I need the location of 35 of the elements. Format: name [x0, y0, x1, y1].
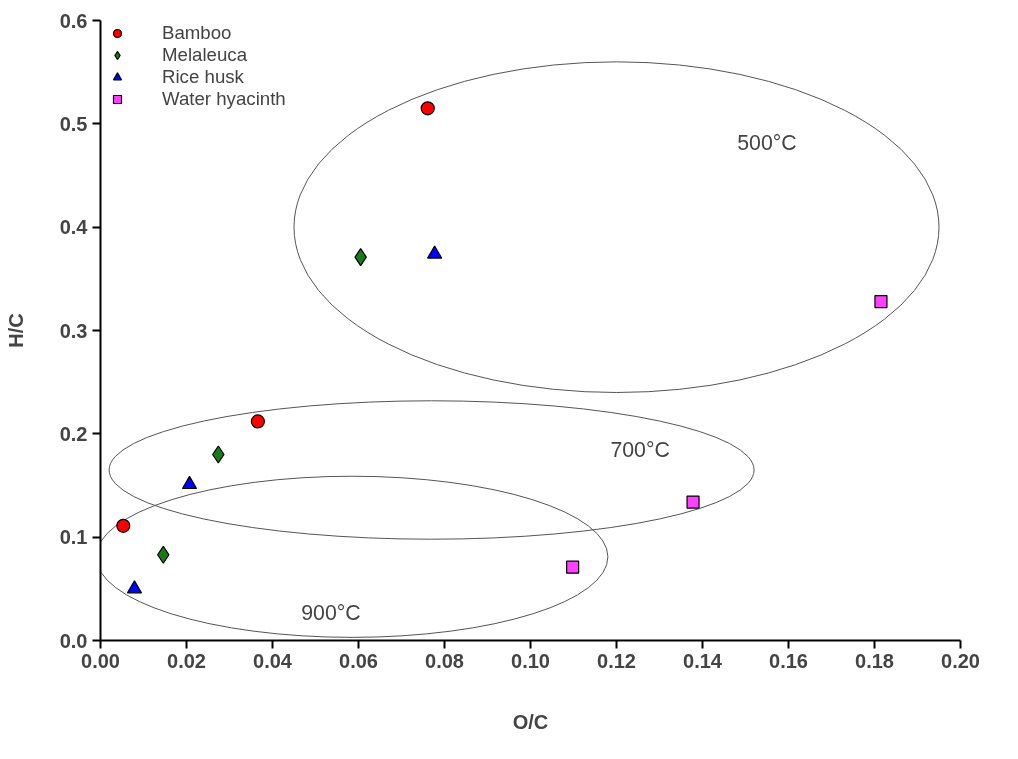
y-tick-label: 0.6	[59, 9, 88, 32]
annotation: 900°C	[301, 600, 361, 625]
y-tick-label: 0.1	[59, 526, 88, 549]
point	[126, 580, 143, 594]
legend-label: Water hyacinth	[162, 88, 286, 110]
x-tick-label: 0.16	[769, 649, 808, 672]
x-axis-title: O/C	[512, 710, 549, 733]
x-tick-label: 0.10	[511, 649, 550, 672]
point	[420, 101, 435, 116]
annotation: 500°C	[737, 131, 797, 156]
y-tick-label: 0.3	[59, 319, 88, 342]
point	[181, 475, 198, 490]
x-tick-label: 0.08	[425, 649, 464, 672]
y-tick-label: 0.4	[59, 216, 89, 239]
annotation: 700°C	[610, 438, 670, 463]
x-tick-label: 0.04	[253, 649, 293, 672]
y-axis-title: H/C	[4, 313, 27, 348]
legend-label: Rice husk	[162, 66, 244, 88]
y-tick-label: 0.5	[59, 112, 88, 135]
x-tick-label: 0.06	[339, 649, 378, 672]
y-tick-label: 0.0	[59, 629, 88, 652]
x-tick-label: 0.14	[683, 649, 723, 672]
y-tick-label: 0.2	[59, 422, 88, 445]
point	[686, 495, 700, 509]
point	[116, 518, 131, 533]
legend-label: Melaleuca	[162, 44, 248, 66]
x-tick-label: 0.00	[81, 649, 120, 672]
x-tick-label: 0.12	[597, 649, 636, 672]
x-tick-label: 0.18	[855, 649, 894, 672]
x-tick-label: 0.02	[167, 649, 206, 672]
point	[874, 294, 888, 309]
point	[566, 560, 580, 574]
point	[250, 414, 265, 429]
legend-label: Bamboo	[162, 22, 232, 44]
x-tick-label: 0.20	[941, 649, 980, 672]
